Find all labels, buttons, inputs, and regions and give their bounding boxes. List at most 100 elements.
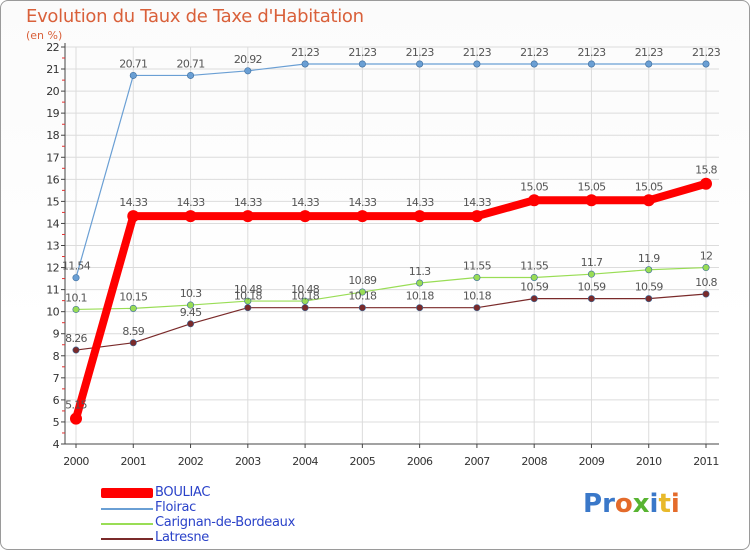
data-label: 11.54: [62, 260, 91, 273]
data-point: [587, 295, 595, 303]
data-point: [702, 264, 710, 272]
x-tick-label: 2001: [120, 455, 146, 468]
data-label: 21.23: [406, 46, 435, 59]
y-tick-label: 12: [46, 262, 59, 275]
logo-letter: x: [632, 489, 650, 519]
data-label: 10.18: [234, 290, 263, 303]
y-tick-label: 11: [46, 284, 59, 297]
y-tick-label: 13: [46, 240, 59, 253]
data-label: 15.05: [520, 180, 549, 193]
data-label: 11.55: [520, 259, 549, 272]
data-point: [530, 273, 538, 281]
logo-letter: t: [658, 489, 671, 519]
x-tick-label: 2002: [178, 455, 204, 468]
data-point: [416, 279, 424, 287]
data-point: [530, 60, 538, 68]
data-label: 9.45: [180, 306, 202, 319]
data-label: 14.33: [119, 196, 148, 209]
series-line-bouliac: [72, 179, 710, 423]
data-point: [129, 339, 137, 347]
data-label: 11.9: [638, 252, 660, 265]
y-tick-label: 19: [46, 107, 59, 120]
data-label: 10.48: [291, 283, 320, 296]
x-tick-label: 2005: [350, 455, 376, 468]
data-label: 20.92: [234, 53, 262, 66]
data-point: [587, 270, 595, 278]
data-label: 10.59: [577, 281, 606, 294]
data-point: [358, 288, 366, 296]
data-point: [301, 60, 309, 68]
data-label: 21.23: [577, 46, 606, 59]
data-point: [645, 60, 653, 68]
y-tick-label: 16: [46, 173, 59, 186]
data-point: [358, 304, 366, 312]
x-tick-label: 2000: [63, 455, 89, 468]
proxiti-logo: Proxiti: [583, 489, 680, 519]
y-tick-label: 17: [46, 151, 59, 164]
y-tick-label: 5: [53, 416, 60, 429]
data-point: [416, 60, 424, 68]
data-point: [70, 412, 82, 425]
data-label: 11.3: [409, 265, 431, 278]
x-tick-label: 2008: [521, 455, 547, 468]
data-label: 15.05: [577, 180, 606, 193]
data-label: 8.26: [65, 332, 87, 345]
data-point: [473, 304, 481, 312]
series-line-latresne: [75, 293, 707, 351]
data-point: [72, 346, 80, 354]
data-label: 5.15: [65, 399, 87, 412]
data-point: [356, 210, 369, 223]
data-label: 10.18: [463, 290, 492, 303]
y-tick-label: 9: [53, 328, 60, 341]
x-tick-label: 2009: [579, 455, 605, 468]
data-label: 10.59: [635, 281, 664, 294]
legend-swatch: [101, 508, 153, 510]
data-label: 21.23: [520, 46, 549, 59]
x-tick-label: 2003: [235, 455, 261, 468]
data-label: 21.23: [463, 46, 492, 59]
data-label: 11.7: [581, 256, 603, 269]
data-point: [473, 60, 481, 68]
data-label: 14.33: [348, 196, 377, 209]
data-label: 15.05: [635, 180, 664, 193]
data-point: [642, 194, 655, 207]
data-point: [244, 67, 252, 75]
data-point: [645, 295, 653, 303]
legend-swatch: [101, 523, 153, 525]
legend-label: Carignan-de-Bordeaux: [155, 515, 296, 530]
x-tick-label: 2010: [636, 455, 662, 468]
series-line-carignan-de-bordeaux: [75, 266, 707, 311]
data-point: [528, 194, 541, 207]
legend-swatch: [101, 488, 153, 498]
logo-letter: r: [602, 489, 615, 519]
data-label: 21.23: [635, 46, 664, 59]
data-point: [129, 304, 137, 312]
data-label: 10.59: [520, 281, 549, 294]
data-label: 10.8: [695, 276, 717, 289]
data-point: [244, 304, 252, 312]
data-point: [127, 210, 140, 223]
data-point: [187, 71, 195, 79]
data-point: [358, 60, 366, 68]
y-tick-label: 18: [46, 129, 59, 142]
x-tick-label: 2004: [292, 455, 318, 468]
legend-label: Latresne: [155, 530, 209, 545]
data-point: [241, 210, 254, 223]
data-point: [129, 71, 137, 79]
data-label: 10.15: [119, 290, 148, 303]
data-label: 21.23: [291, 46, 320, 59]
data-label: 21.23: [348, 46, 377, 59]
logo-letter: P: [583, 489, 603, 519]
legend-swatch: [101, 538, 153, 540]
legend-label: Floirac: [155, 500, 197, 515]
logo-letter: i: [670, 489, 680, 519]
data-point: [587, 60, 595, 68]
data-point: [184, 210, 197, 223]
data-label: 15.8: [695, 164, 717, 177]
data-point: [301, 304, 309, 312]
data-point: [72, 305, 80, 313]
data-point: [187, 301, 195, 309]
y-tick-label: 10: [46, 306, 59, 319]
y-tick-label: 20: [46, 85, 59, 98]
data-label: 10.18: [406, 290, 435, 303]
